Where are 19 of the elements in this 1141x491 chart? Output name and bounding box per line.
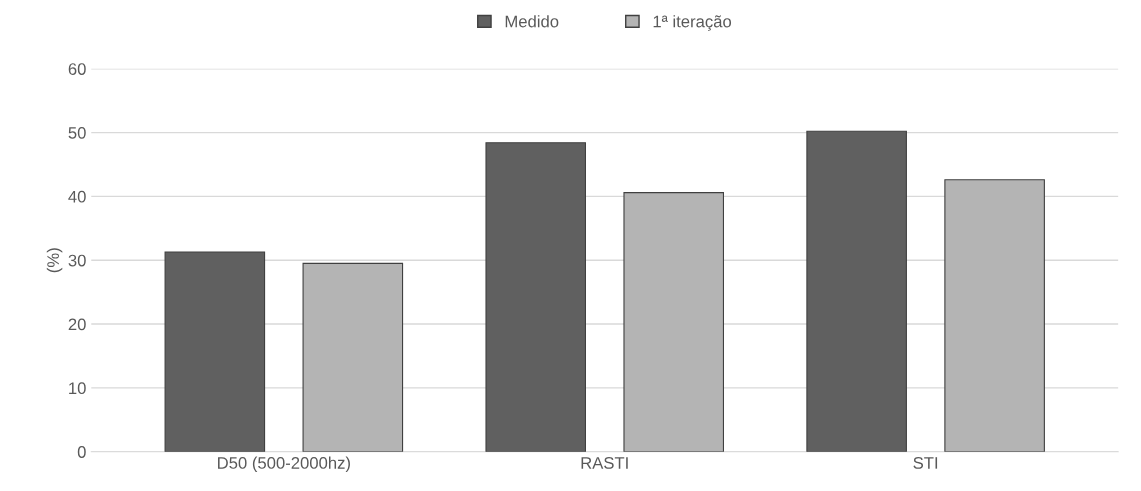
legend-label: Medido [505, 15, 559, 28]
y-axis-title: (%) [46, 248, 63, 273]
y-tick-label: 10 [69, 382, 86, 395]
y-tick-label: 60 [68, 63, 86, 75]
legend-label: 1ª iteração [653, 15, 732, 31]
x-tick-label: D50 (500-2000hz) [218, 456, 350, 473]
y-tick-label: 30 [68, 254, 86, 267]
y-tick-label: 50 [68, 126, 86, 139]
x-tick-label: STI [913, 457, 938, 469]
bar [944, 179, 1045, 452]
x-tick-label: RASTI [581, 457, 628, 469]
bar [302, 262, 404, 452]
y-tick-label: 0 [77, 446, 86, 458]
bar [623, 192, 725, 452]
bar [164, 251, 266, 452]
bar [485, 142, 587, 452]
y-tick-label: 40 [68, 190, 86, 203]
bar [806, 130, 907, 452]
y-tick-label: 20 [68, 318, 86, 331]
